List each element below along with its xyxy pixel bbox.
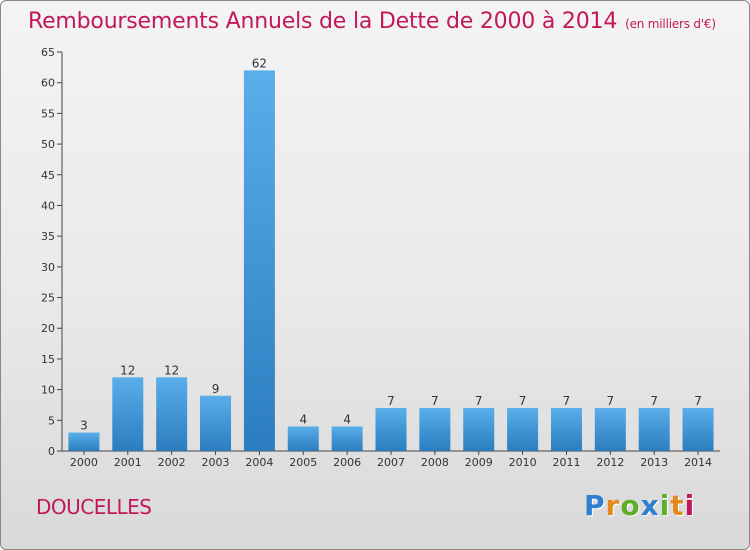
bar [419, 408, 451, 451]
y-tick-label: 45 [41, 169, 55, 182]
x-tick-label: 2003 [202, 456, 230, 469]
x-tick-label: 2012 [596, 456, 624, 469]
bar-value-label: 4 [299, 412, 307, 426]
chart-title-text: Remboursements Annuels de la Dette de 20… [28, 9, 618, 34]
bar [594, 408, 626, 451]
x-tick-label: 2010 [509, 456, 537, 469]
x-tick-label: 2001 [114, 456, 142, 469]
bar [375, 408, 407, 451]
bar-value-label: 7 [475, 394, 483, 408]
bar-value-label: 4 [343, 412, 351, 426]
bar-value-label: 7 [563, 394, 571, 408]
y-tick-label: 55 [41, 107, 55, 120]
x-tick-label: 2005 [289, 456, 317, 469]
y-tick-label: 30 [41, 261, 55, 274]
bar-value-label: 7 [387, 394, 395, 408]
unit-note: (en milliers d'€) [625, 17, 716, 31]
x-tick-label: 2007 [377, 456, 405, 469]
y-tick-label: 0 [48, 445, 55, 458]
y-tick-label: 50 [41, 138, 55, 151]
bar [287, 426, 319, 451]
bar [550, 408, 582, 451]
y-tick-label: 40 [41, 199, 55, 212]
bar-value-label: 12 [164, 363, 179, 377]
x-tick-label: 2009 [465, 456, 493, 469]
y-tick-label: 65 [41, 46, 55, 59]
bar-value-label: 62 [252, 56, 267, 70]
proxiti-logo: Proxiti [584, 489, 696, 522]
bar [112, 377, 144, 451]
commune-name: DOUCELLES [36, 495, 152, 519]
y-tick-label: 20 [41, 322, 55, 335]
bar-value-label: 3 [80, 419, 88, 433]
bar [638, 408, 670, 451]
x-tick-label: 2006 [333, 456, 361, 469]
chart-bars [68, 70, 714, 452]
y-tick-label: 10 [41, 384, 55, 397]
bar [200, 395, 232, 451]
bar [463, 408, 495, 451]
bar-value-label: 9 [212, 382, 220, 396]
chart-title: Remboursements Annuels de la Dette de 20… [28, 9, 716, 34]
x-tick-label: 2011 [552, 456, 580, 469]
x-tick-label: 2014 [684, 456, 712, 469]
bar-value-label: 7 [650, 394, 658, 408]
bar-value-label: 7 [694, 394, 702, 408]
y-tick-label: 25 [41, 292, 55, 305]
bar [507, 408, 539, 451]
bar-value-label: 12 [120, 363, 135, 377]
x-tick-label: 2002 [158, 456, 186, 469]
chart-labels: 2000 3 2001 12 2002 12 2003 9 2004 62 2005 4 2006 4 20… [70, 56, 712, 469]
bar-value-label: 7 [519, 394, 527, 408]
bar [682, 408, 714, 451]
x-tick-label: 2000 [70, 456, 98, 469]
bar-value-label: 7 [607, 394, 615, 408]
chart-axes: 0 5 10 15 20 25 30 35 40 45 50 55 60 65 [41, 46, 720, 458]
y-tick-label: 5 [48, 414, 55, 427]
bar [243, 70, 275, 452]
y-tick-label: 60 [41, 77, 55, 90]
y-tick-label: 15 [41, 353, 55, 366]
x-tick-label: 2013 [640, 456, 668, 469]
bar-value-label: 7 [431, 394, 439, 408]
x-tick-label: 2004 [245, 456, 273, 469]
x-tick-label: 2008 [421, 456, 449, 469]
bar [68, 432, 100, 451]
bar [331, 426, 363, 451]
y-tick-label: 35 [41, 230, 55, 243]
bar [156, 377, 188, 451]
